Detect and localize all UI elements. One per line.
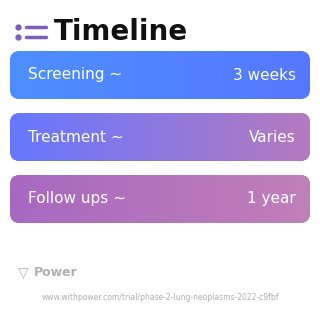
Text: 1 year: 1 year	[247, 192, 296, 206]
Text: Power: Power	[34, 266, 78, 279]
Text: Follow ups ~: Follow ups ~	[28, 192, 126, 206]
FancyBboxPatch shape	[10, 175, 310, 223]
FancyBboxPatch shape	[10, 113, 310, 161]
Text: Timeline: Timeline	[54, 18, 188, 46]
Text: ▽: ▽	[18, 265, 28, 279]
Text: Varies: Varies	[249, 129, 296, 145]
Text: 3 weeks: 3 weeks	[233, 67, 296, 82]
Text: www.withpower.com/trial/phase-2-lung-neoplasms-2022-c9fbf: www.withpower.com/trial/phase-2-lung-neo…	[41, 292, 279, 301]
Text: Treatment ~: Treatment ~	[28, 129, 124, 145]
Text: Screening ~: Screening ~	[28, 67, 122, 82]
FancyBboxPatch shape	[10, 51, 310, 99]
